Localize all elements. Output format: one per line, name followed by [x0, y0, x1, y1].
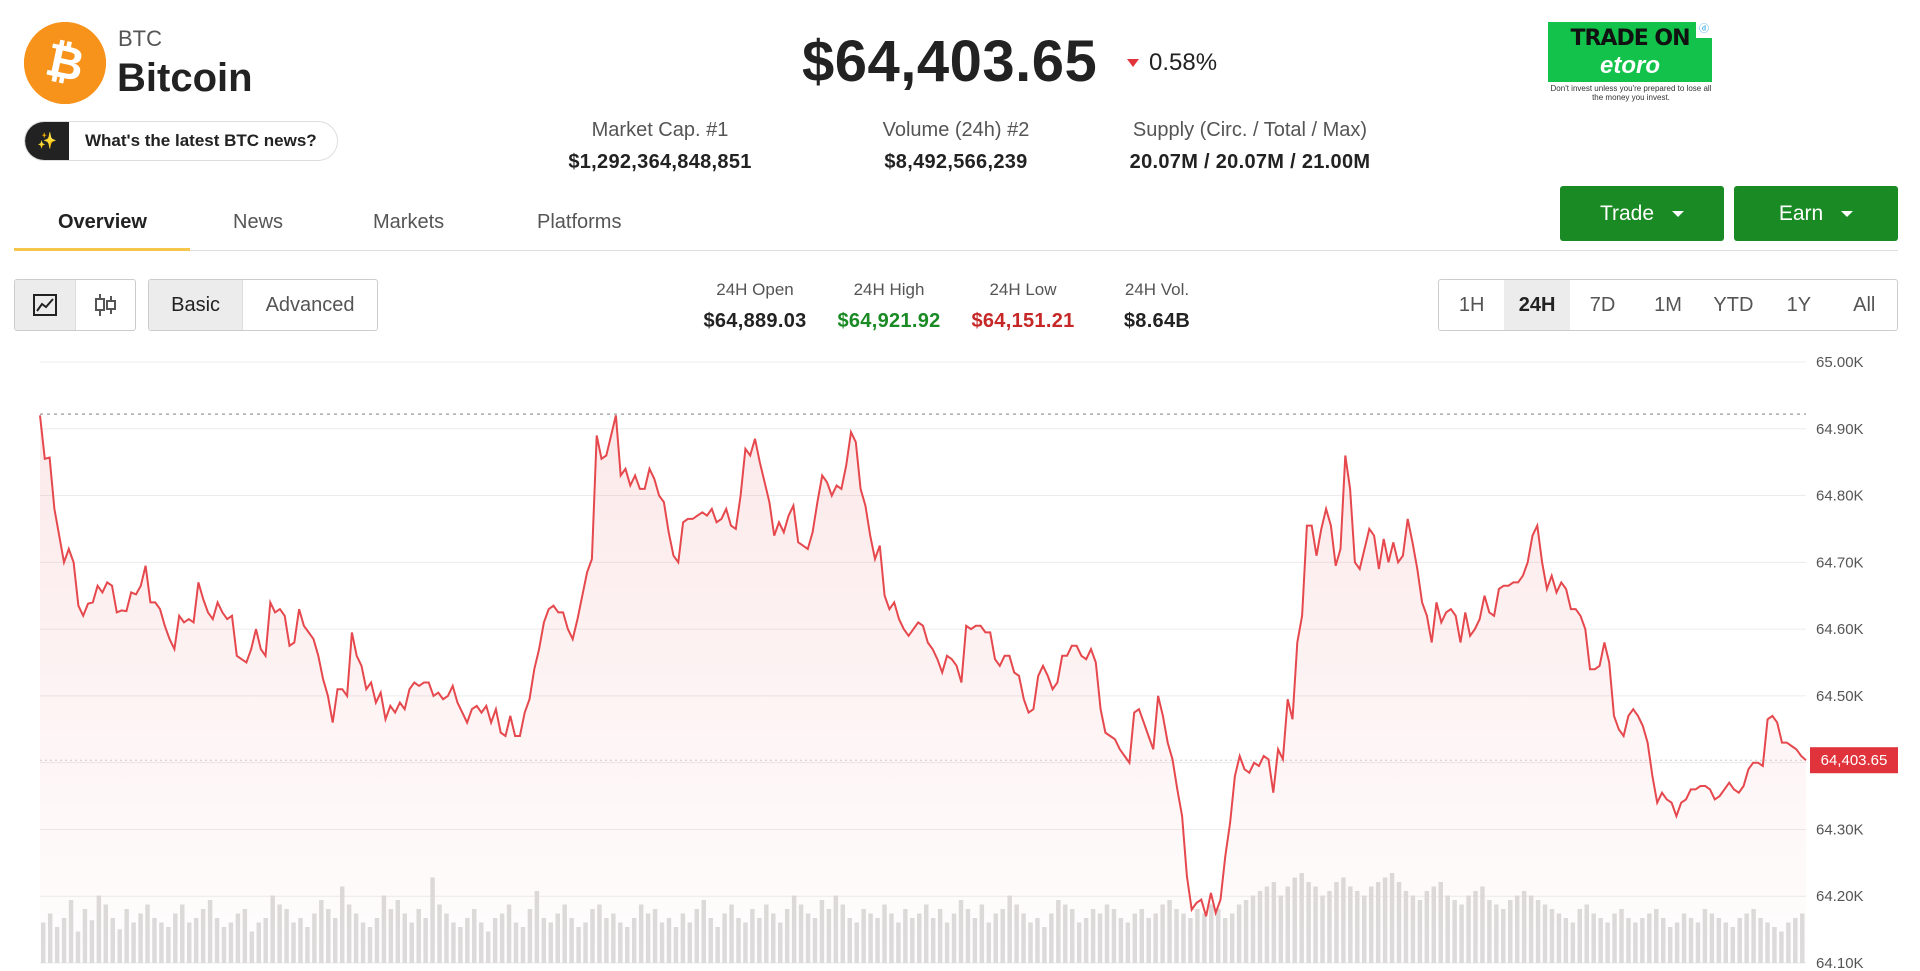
active-tab-indicator — [14, 248, 190, 251]
coin-tabs: Overview News Markets Platforms — [14, 203, 1898, 251]
ad-brand: etoro — [1600, 52, 1660, 79]
advanced-mode-button[interactable]: Advanced — [242, 280, 377, 330]
ohlc-label: 24H Vol. — [1124, 280, 1190, 299]
range-24h-button[interactable]: 24H — [1504, 280, 1570, 330]
news-prompt-label: What's the latest BTC news? — [85, 131, 317, 150]
time-range-selector: 1H 24H 7D 1M YTD 1Y All — [1438, 279, 1898, 331]
current-price: $64,403.65 — [802, 29, 1098, 94]
tab-markets[interactable]: Markets — [373, 211, 445, 233]
earn-button-label: Earn — [1778, 201, 1824, 225]
ad-banner[interactable]: TRADE ON etoro ⓓ — [1548, 22, 1712, 82]
ohlc-value: $64,889.03 — [703, 310, 807, 332]
volume-stat: Volume (24h) #2 $8,492,566,239 — [836, 119, 1076, 174]
y-tick-label: 64.50K — [1816, 688, 1864, 705]
price-change: 0.58% — [1127, 49, 1217, 77]
coin-symbol: BTC — [118, 26, 162, 51]
ohlc-value: $64,151.21 — [971, 310, 1075, 332]
price-line — [39, 415, 1807, 917]
range-7d-button[interactable]: 7D — [1589, 293, 1616, 316]
y-axis: 65.00K64.90K64.80K64.70K64.60K64.50K64.4… — [1816, 354, 1864, 971]
trade-button-label: Trade — [1599, 201, 1655, 225]
current-price-tag-text: 64,403.65 — [1821, 752, 1888, 769]
ad-disclaimer: Don't invest unless you're prepared to l… — [1550, 84, 1712, 102]
price-chart[interactable]: 65.00K64.90K64.80K64.70K64.60K64.50K64.4… — [0, 340, 1920, 971]
range-1h-button[interactable]: 1H — [1458, 293, 1485, 316]
earn-button[interactable]: Earn — [1734, 186, 1898, 241]
stat-value: $1,292,364,848,851 — [568, 151, 752, 173]
tab-platforms[interactable]: Platforms — [537, 211, 622, 233]
y-tick-label: 64.20K — [1816, 888, 1864, 905]
ohlc-low: 24H Low $64,151.21 — [958, 280, 1088, 333]
range-all-button[interactable]: All — [1853, 293, 1876, 316]
range-ytd-button[interactable]: YTD — [1713, 293, 1754, 316]
y-tick-label: 64.30K — [1816, 821, 1864, 838]
x-tick-label: 06:00 — [1008, 969, 1046, 971]
ad-headline: TRADE ON — [1570, 26, 1690, 51]
news-prompt-button[interactable]: ✨ What's the latest BTC news? — [24, 121, 338, 161]
y-tick-label: 64.70K — [1816, 554, 1864, 571]
basic-mode-button[interactable]: Basic — [149, 280, 243, 330]
ohlc-value: $8.64B — [1123, 310, 1191, 332]
range-1y-button[interactable]: 1Y — [1786, 293, 1812, 316]
current-price-tag-bg — [1810, 747, 1898, 774]
x-tick-label: 21:00 — [345, 969, 383, 971]
ohlc-label: 24H Open — [716, 280, 794, 299]
y-tick-label: 64.60K — [1816, 621, 1864, 638]
ohlc-open: 24H Open $64,889.03 — [690, 280, 820, 333]
bitcoin-icon: ₿ — [24, 22, 106, 104]
bitcoin-logo: ₿ — [24, 22, 106, 104]
chevron-down-icon — [1672, 210, 1685, 217]
price-area-fill — [40, 415, 1806, 963]
etoro-ad[interactable]: TRADE ON etoro ⓓ Don't invest unless you… — [1548, 22, 1714, 104]
stat-label: Market Cap. #1 — [591, 119, 729, 141]
x-tick-label: 12:00 — [1450, 969, 1488, 971]
line-chart-icon — [32, 294, 57, 316]
x-tick-label: Aug 06 — [561, 969, 609, 971]
supply-stat: Supply (Circ. / Total / Max) 20.07M / 20… — [1100, 119, 1400, 174]
tab-news[interactable]: News — [233, 211, 284, 233]
candlestick-chart-button[interactable] — [74, 280, 135, 330]
x-tick-label: 15:00 — [1671, 969, 1709, 971]
ohlc-volume: 24H Vol. $8.64B — [1092, 280, 1222, 333]
ohlc-value: $64,921.92 — [837, 310, 941, 332]
trade-button[interactable]: Trade — [1560, 186, 1724, 241]
ohlc-label: 24H High — [853, 280, 925, 299]
stat-value: 20.07M / 20.07M / 21.00M — [1129, 151, 1371, 173]
y-tick-label: 64.10K — [1816, 955, 1864, 971]
price-change-percent: 0.58% — [1149, 49, 1218, 76]
chevron-down-icon — [1841, 210, 1854, 217]
coin-name: Bitcoin — [117, 56, 253, 100]
ohlc-high: 24H High $64,921.92 — [824, 280, 954, 333]
x-tick-label: 18:00 — [124, 969, 162, 971]
y-tick-label: 64.90K — [1816, 421, 1864, 438]
tab-overview[interactable]: Overview — [58, 211, 147, 233]
y-tick-label: 65.00K — [1816, 354, 1864, 371]
y-tick-label: 64.80K — [1816, 488, 1864, 505]
stat-value: $8,492,566,239 — [884, 151, 1028, 173]
chart-type-toggle — [14, 279, 136, 331]
range-1m-button[interactable]: 1M — [1654, 293, 1682, 316]
candlestick-icon — [95, 294, 117, 316]
stat-label: Volume (24h) #2 — [882, 119, 1030, 141]
line-chart-button[interactable] — [15, 280, 75, 330]
ohlc-label: 24H Low — [989, 280, 1057, 299]
sparkle-icon: ✨ — [25, 122, 69, 160]
down-triangle-icon — [1127, 59, 1139, 67]
x-tick-label: 09:00 — [1229, 969, 1267, 971]
ad-choices-icon[interactable]: ⓓ — [1696, 22, 1712, 38]
x-axis: 18:00 21:00 Aug 06 03:00 06:00 09:00 12:00 15:0… — [124, 969, 1709, 971]
current-price-tag: 64,403.65 — [1810, 747, 1898, 774]
market-cap-stat: Market Cap. #1 $1,292,364,848,851 — [540, 119, 780, 174]
chart-mode-toggle: Basic Advanced — [148, 279, 378, 331]
x-tick-label: 03:00 — [787, 969, 825, 971]
stat-label: Supply (Circ. / Total / Max) — [1132, 119, 1368, 141]
